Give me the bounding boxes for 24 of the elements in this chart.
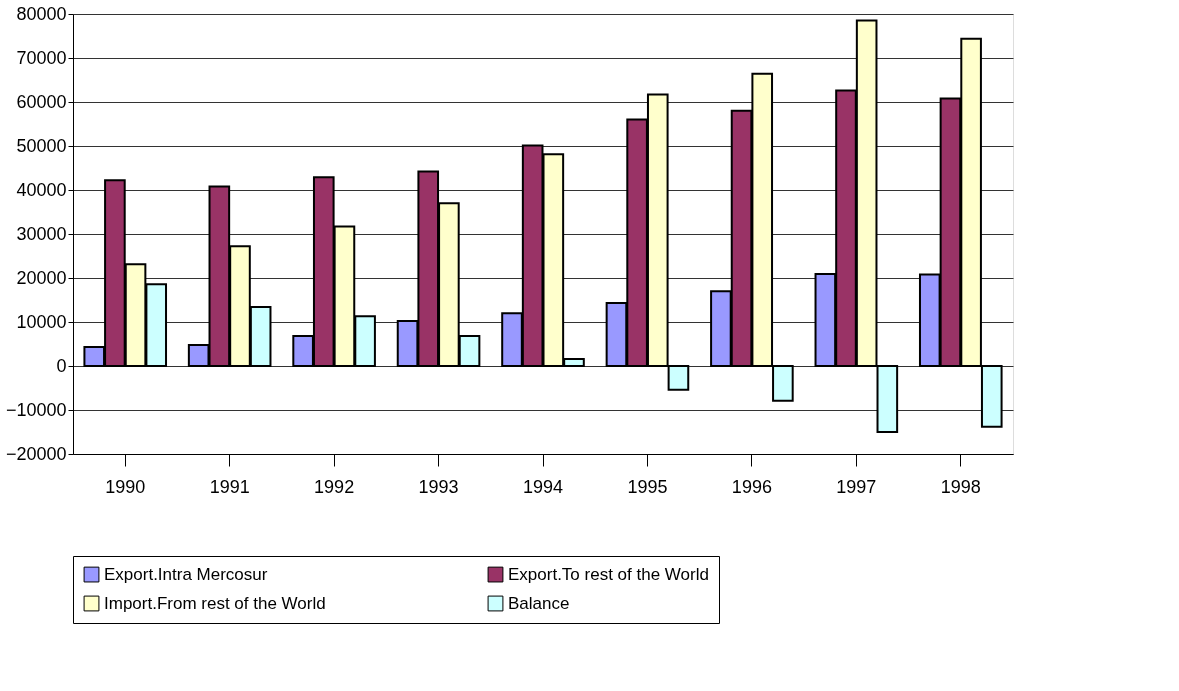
x-tick-label: 1994 (522, 476, 564, 497)
x-tick-label: 1997 (836, 476, 877, 497)
y-tick-label: 60000 (16, 91, 67, 112)
x-tick-label: 1996 (731, 476, 772, 497)
legend-label: Import.From rest of the World (104, 593, 326, 613)
y-tick-label: −10000 (5, 399, 67, 420)
x-tick-label: 1995 (627, 476, 668, 497)
legend-label: Export.To rest of the World (508, 564, 709, 584)
x-tick-label: 1991 (209, 476, 250, 497)
legend-label: Balance (508, 593, 570, 613)
x-tick-label: 1998 (940, 476, 981, 497)
y-tick-label: 40000 (16, 179, 67, 200)
y-tick-label: 10000 (16, 311, 67, 332)
x-tick-label: 1990 (105, 476, 146, 497)
y-tick-label: −20000 (5, 443, 67, 464)
x-tick-label: 1993 (418, 476, 459, 497)
x-tick-label: 1992 (314, 476, 355, 497)
y-tick-label: 70000 (16, 47, 67, 68)
y-tick-label: 0 (56, 355, 67, 376)
y-tick-label: 50000 (16, 135, 67, 156)
y-tick-label: 80000 (16, 3, 67, 24)
legend-label: Export.Intra Mercosur (104, 564, 268, 584)
y-tick-label: 20000 (16, 267, 67, 288)
y-tick-label: 30000 (16, 223, 67, 244)
